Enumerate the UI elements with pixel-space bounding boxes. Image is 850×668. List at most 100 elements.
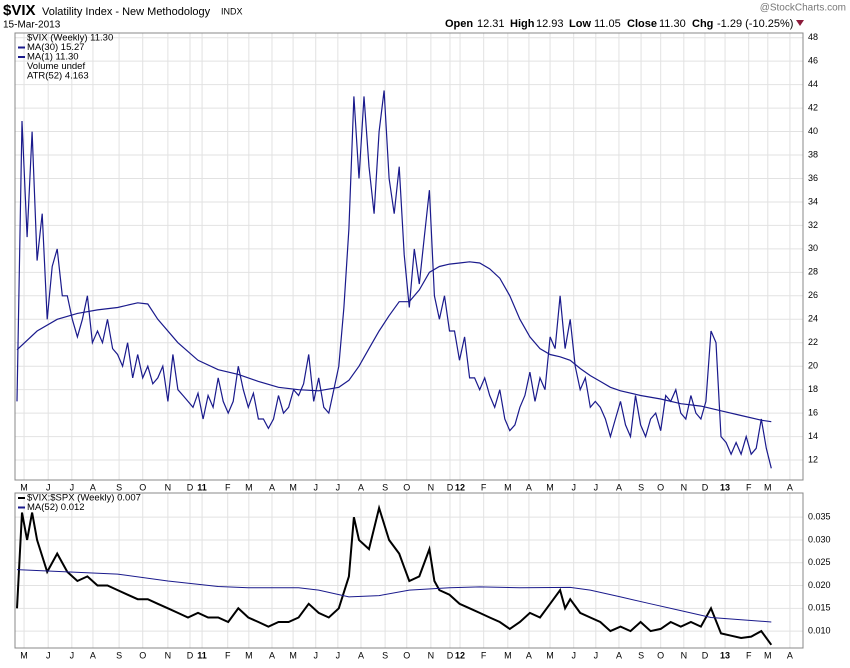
x-tick-label: A bbox=[787, 482, 793, 492]
x-tick-label: A bbox=[526, 482, 532, 492]
y-tick-label: 34 bbox=[808, 196, 818, 206]
x-tick-label: J bbox=[336, 482, 341, 492]
quote-value: -1.29 (-10.25%) bbox=[717, 18, 793, 30]
quote-value: 12.31 bbox=[477, 18, 505, 30]
x-tick-label: F bbox=[225, 482, 231, 492]
x-tick-label: 13 bbox=[720, 482, 730, 492]
y-tick-label: 0.025 bbox=[808, 557, 831, 567]
y-tick-label: 48 bbox=[808, 32, 818, 42]
x-tick-label: A bbox=[616, 650, 622, 660]
y-tick-label: 42 bbox=[808, 102, 818, 112]
x-tick-label: S bbox=[382, 650, 388, 660]
y-tick-label: 20 bbox=[808, 361, 818, 371]
x-tick-label: J bbox=[46, 482, 51, 492]
x-tick-label: O bbox=[403, 482, 410, 492]
x-tick-label: 11 bbox=[197, 650, 207, 660]
x-tick-label: D bbox=[187, 650, 194, 660]
legend-note: ATR(52) 4.163 bbox=[27, 71, 89, 82]
x-tick-label: N bbox=[681, 650, 688, 660]
y-tick-label: 24 bbox=[808, 314, 818, 324]
x-tick-label: D bbox=[447, 482, 454, 492]
y-tick-label: 0.015 bbox=[808, 603, 831, 613]
x-tick-label: O bbox=[139, 650, 146, 660]
y-tick-label: 22 bbox=[808, 337, 818, 347]
series-line bbox=[16, 569, 772, 623]
x-tick-label: S bbox=[116, 650, 122, 660]
y-tick-label: 32 bbox=[808, 220, 818, 230]
x-tick-label: A bbox=[787, 650, 793, 660]
x-tick-label: F bbox=[481, 650, 487, 660]
y-tick-label: 38 bbox=[808, 149, 818, 159]
x-tick-label: M bbox=[245, 650, 253, 660]
quote-value: 12.93 bbox=[536, 18, 564, 30]
x-tick-label: F bbox=[225, 650, 231, 660]
x-tick-label: M bbox=[764, 650, 772, 660]
plot-frame bbox=[14, 32, 804, 481]
x-tick-label: S bbox=[382, 482, 388, 492]
x-tick-label: N bbox=[165, 482, 172, 492]
x-tick-label: M bbox=[20, 482, 28, 492]
x-tick-label: M bbox=[245, 482, 253, 492]
legend-entry: $VIX:$SPX (Weekly) 0.007 bbox=[27, 493, 141, 504]
x-tick-label: 12 bbox=[455, 482, 465, 492]
x-tick-label: F bbox=[746, 650, 752, 660]
x-tick-label: J bbox=[70, 482, 75, 492]
x-tick-label: 12 bbox=[455, 650, 465, 660]
y-tick-label: 26 bbox=[808, 290, 818, 300]
quote-label: Open bbox=[445, 18, 473, 30]
x-tick-label: S bbox=[638, 650, 644, 660]
x-tick-label: A bbox=[90, 482, 96, 492]
x-tick-label: J bbox=[313, 482, 318, 492]
legend-note: $VIX (Weekly) 11.30 bbox=[27, 33, 113, 44]
series-line bbox=[16, 261, 772, 423]
legend-entry: MA(52) 0.012 bbox=[27, 502, 85, 513]
x-tick-label: N bbox=[428, 650, 435, 660]
x-tick-label: J bbox=[571, 482, 576, 492]
x-tick-label: O bbox=[139, 482, 146, 492]
quote-label: Low bbox=[569, 18, 591, 30]
x-tick-label: M bbox=[546, 482, 554, 492]
x-tick-label: M bbox=[289, 482, 297, 492]
x-tick-label: D bbox=[702, 650, 709, 660]
down-arrow bbox=[796, 20, 804, 26]
x-tick-label: M bbox=[764, 482, 772, 492]
x-tick-label: O bbox=[657, 482, 664, 492]
legend-entry: MA(1) 11.30 bbox=[27, 52, 79, 63]
y-tick-label: 46 bbox=[808, 56, 818, 66]
y-tick-label: 0.035 bbox=[808, 512, 831, 522]
x-tick-label: S bbox=[116, 482, 122, 492]
x-tick-label: O bbox=[403, 650, 410, 660]
y-tick-label: 44 bbox=[808, 79, 818, 89]
y-tick-label: 0.020 bbox=[808, 580, 831, 590]
y-tick-label: 30 bbox=[808, 243, 818, 253]
y-tick-label: 0.010 bbox=[808, 626, 831, 636]
quote-value: 11.30 bbox=[659, 18, 686, 30]
quote-label: High bbox=[510, 18, 535, 30]
symbol: $VIX bbox=[3, 2, 36, 19]
x-tick-label: N bbox=[165, 650, 172, 660]
x-tick-label: J bbox=[336, 650, 341, 660]
x-tick-label: J bbox=[46, 650, 51, 660]
y-tick-label: 28 bbox=[808, 267, 818, 277]
x-tick-label: F bbox=[746, 482, 752, 492]
x-tick-label: A bbox=[358, 482, 364, 492]
x-tick-label: N bbox=[681, 482, 688, 492]
x-tick-label: M bbox=[289, 650, 297, 660]
plot-frame bbox=[14, 492, 804, 649]
y-tick-label: 16 bbox=[808, 408, 818, 418]
x-tick-label: A bbox=[269, 482, 275, 492]
x-tick-label: A bbox=[90, 650, 96, 660]
x-tick-label: A bbox=[358, 650, 364, 660]
x-tick-label: J bbox=[70, 650, 75, 660]
x-tick-label: M bbox=[504, 650, 512, 660]
security-name: Volatility Index - New Methodology bbox=[42, 6, 211, 18]
x-tick-label: J bbox=[594, 650, 599, 660]
legend-entry: MA(30) 15.27 bbox=[27, 42, 85, 53]
quote-value: 11.05 bbox=[594, 18, 621, 30]
y-tick-label: 18 bbox=[808, 384, 818, 394]
quote-label: Close bbox=[627, 18, 657, 30]
x-tick-label: J bbox=[571, 650, 576, 660]
x-tick-label: A bbox=[616, 482, 622, 492]
